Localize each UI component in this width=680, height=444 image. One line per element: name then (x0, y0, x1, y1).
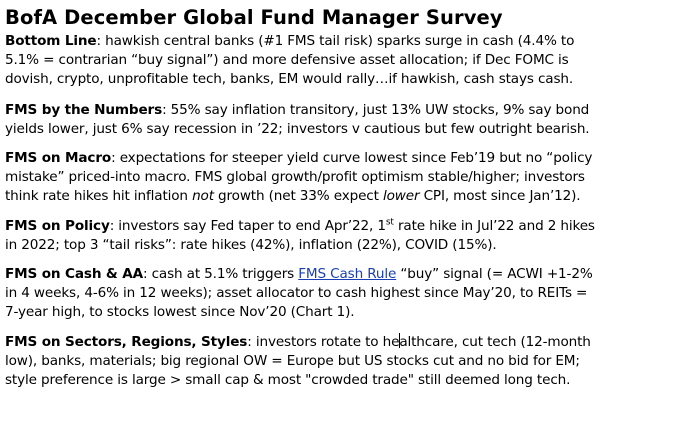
section-fms-macro: FMS on Macro: expectations for steeper y… (5, 149, 676, 207)
text-cursor (399, 332, 401, 348)
paragraph-line: FMS by the Numbers: 55% say inflation tr… (5, 101, 590, 118)
paragraph-line: mistake” priced-into macro. FMS global g… (5, 169, 585, 186)
paragraph-line: FMS on Macro: expectations for steeper y… (5, 150, 593, 167)
paragraph-line: 7-year high, to stocks lowest since Nov’… (5, 304, 355, 321)
paragraph-line: yields lower, just 6% say recession in ’… (5, 120, 590, 137)
section-fms-numbers: FMS by the Numbers: 55% say inflation tr… (5, 101, 676, 139)
section-fms-policy: FMS on Policy: investors say Fed taper t… (5, 217, 676, 255)
section-fms-sectors: FMS on Sectors, Regions, Styles: investo… (5, 332, 676, 391)
section-heading: FMS on Policy (5, 217, 110, 234)
fms-cash-rule-link[interactable]: FMS Cash Rule (298, 266, 397, 283)
emphasis-text: not (192, 188, 214, 205)
section-bottom-line: Bottom Line: hawkish central banks (#1 F… (5, 32, 676, 90)
section-heading: FMS on Macro (5, 150, 112, 167)
page-title: BofA December Global Fund Manager Survey (5, 6, 503, 29)
superscript: st (385, 217, 394, 228)
section-heading: FMS by the Numbers (5, 101, 163, 118)
paragraph-line: in 2022; top 3 “tail risks”: rate hikes … (5, 236, 497, 253)
paragraph-line: low), banks, materials; big regional OW … (5, 352, 580, 369)
paragraph-line: style preference is large > small cap & … (5, 372, 571, 389)
paragraph-line: FMS on Policy: investors say Fed taper t… (5, 217, 595, 234)
paragraph-line: 5.1% = contrarian “buy signal”) and more… (5, 52, 569, 69)
section-heading: FMS on Cash & AA (5, 266, 143, 283)
section-heading: Bottom Line (5, 33, 97, 49)
section-fms-cash: FMS on Cash & AA: cash at 5.1% triggers … (5, 265, 676, 323)
paragraph-line: dovish, crypto, unprofitable tech, banks… (5, 71, 574, 88)
section-heading: FMS on Sectors, Regions, Styles (5, 333, 248, 350)
paragraph-line: Bottom Line: hawkish central banks (#1 F… (5, 33, 575, 49)
paragraph-line: in 4 weeks, 4-6% in 12 weeks); asset all… (5, 285, 588, 302)
paragraph-line: FMS on Cash & AA: cash at 5.1% triggers … (5, 266, 593, 283)
paragraph-line: FMS on Sectors, Regions, Styles: investo… (5, 332, 591, 350)
emphasis-text: lower (382, 188, 420, 205)
paragraph-line: think rate hikes hit inflation not growt… (5, 188, 581, 205)
